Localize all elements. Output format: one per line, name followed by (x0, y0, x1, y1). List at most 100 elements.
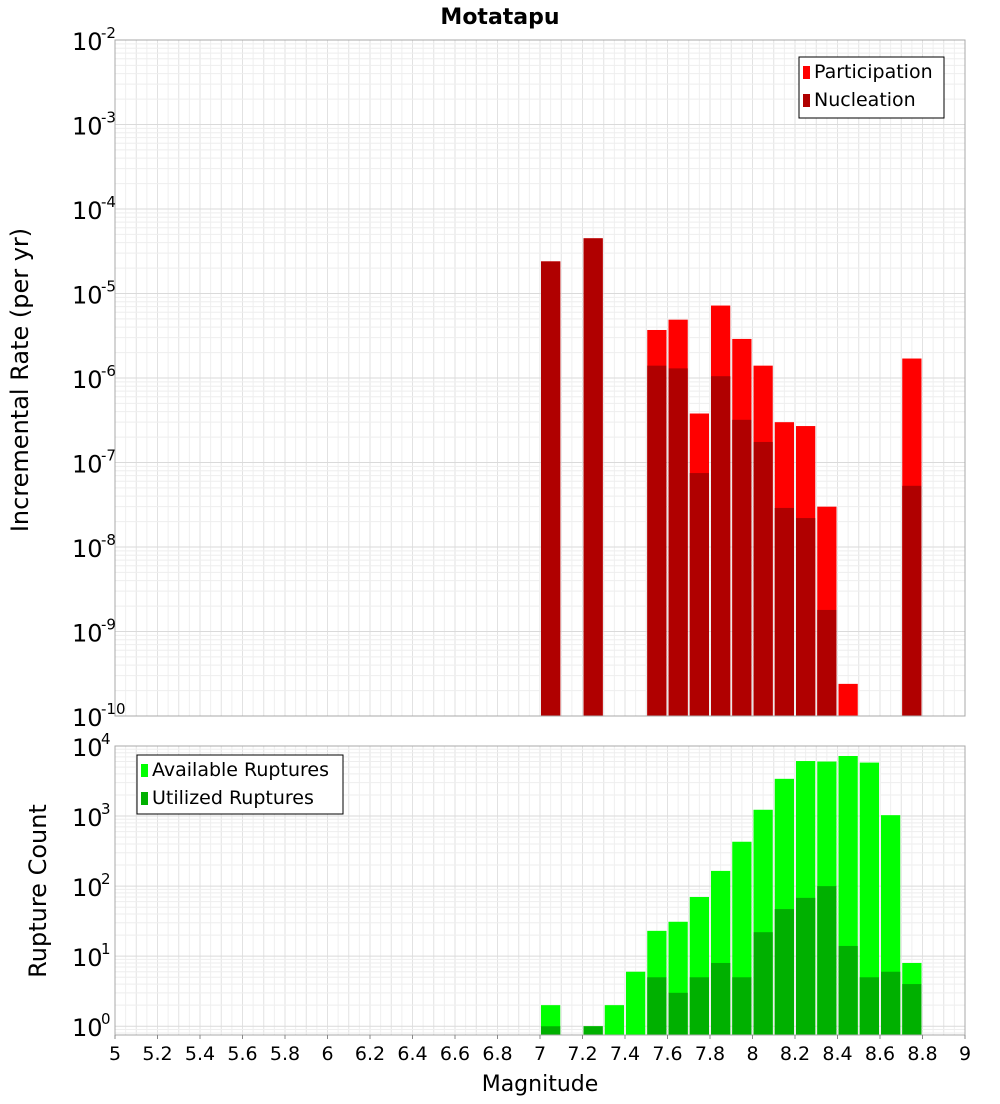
x-tick-label: 5.4 (185, 1043, 215, 1065)
top-bar-b (796, 518, 816, 716)
top-ytick-base: 10 (72, 451, 103, 479)
top-bars (541, 238, 922, 717)
top-legend-swatch (803, 94, 810, 107)
top-ytick-base: 10 (72, 620, 103, 648)
x-tick-label: 5 (109, 1043, 121, 1065)
x-tick-label: 7.2 (567, 1043, 597, 1065)
x-tick-label: 8 (746, 1043, 758, 1065)
top-ytick-exponent: -8 (101, 531, 116, 549)
x-tick-label: 6.6 (440, 1043, 470, 1065)
bottom-legend-label: Available Ruptures (152, 759, 329, 781)
bottom-legend-box (136, 754, 344, 815)
x-tick-label: 8.8 (907, 1043, 937, 1065)
top-ytick-base: 10 (72, 282, 103, 310)
top-bar-b (902, 485, 922, 716)
bottom-ytick-label: 103 (72, 800, 111, 832)
top-ytick-label: 10-9 (72, 616, 116, 648)
x-tick-label: 6.2 (355, 1043, 385, 1065)
top-gridlines (114, 39, 966, 717)
bottom-ytick-exponent: 4 (101, 730, 111, 748)
bottom-bar-a (859, 762, 879, 1035)
bottom-bar-b (732, 977, 752, 1035)
top-ytick-label: 10-4 (72, 193, 116, 225)
bottom-legend-label: Utilized Ruptures (152, 787, 314, 809)
bottom-bar-b (583, 1026, 603, 1035)
bottom-bar-b (668, 992, 688, 1035)
top-bar-b (817, 609, 837, 716)
bottom-ytick-exponent: 1 (101, 940, 111, 958)
top-legend-label: Participation (814, 61, 933, 83)
x-tick-label: 7.4 (610, 1043, 640, 1065)
top-bar-b (689, 473, 709, 716)
top-ytick-exponent: -9 (101, 616, 116, 634)
top-ytick-label: 10-5 (72, 278, 116, 310)
top-bar-b (753, 441, 773, 716)
x-tick-label: 8.4 (822, 1043, 852, 1065)
top-bar-b (647, 365, 667, 716)
bottom-ytick-exponent: 0 (101, 1010, 111, 1028)
x-axis-label: Magnitude (482, 1072, 599, 1097)
bottom-bar-b (859, 977, 879, 1035)
bottom-bar-b (711, 962, 731, 1035)
top-ytick-base: 10 (72, 113, 103, 141)
bottom-bar-b (541, 1026, 561, 1035)
x-tick-label: 9 (959, 1043, 971, 1065)
top-ytick-exponent: -4 (101, 193, 116, 211)
top-bar-a (838, 683, 858, 716)
bottom-ytick-label: 104 (72, 730, 111, 762)
top-ytick-label: 10-8 (72, 531, 116, 563)
bottom-bar-b (838, 945, 858, 1035)
x-tick-label: 6.8 (482, 1043, 512, 1065)
top-ytick-label: 10-2 (72, 24, 116, 56)
bottom-bar-b (796, 897, 816, 1035)
bottom-bar-b (753, 932, 773, 1035)
x-tick-label: 7.6 (652, 1043, 682, 1065)
x-tick-label: 8.2 (780, 1043, 810, 1065)
top-bar-b (711, 376, 731, 716)
bottom-ytick-label: 101 (72, 940, 111, 972)
bottom-bar-a (604, 1005, 624, 1035)
top-ytick-label: 10-10 (72, 700, 126, 732)
bottom-bar-b (647, 977, 667, 1035)
chart-title: Motatapu (440, 5, 559, 30)
top-ytick-base: 10 (72, 535, 103, 563)
bottom-ytick-base: 10 (72, 874, 103, 902)
top-bar-b (732, 419, 752, 716)
top-ytick-base: 10 (72, 704, 103, 732)
bottom-bar-b (817, 886, 837, 1035)
top-ytick-base: 10 (72, 366, 103, 394)
bottom-y-axis-label: Rupture Count (24, 804, 52, 978)
bottom-bar-b (902, 984, 922, 1035)
bottom-ytick-base: 10 (72, 1014, 103, 1042)
bottom-ytick-exponent: 2 (101, 870, 111, 888)
top-ytick-exponent: -10 (101, 700, 126, 718)
top-legend-swatch (803, 66, 810, 79)
top-plot-border (114, 39, 966, 717)
top-legend-label: Nucleation (814, 89, 916, 111)
x-tick-label: 5.6 (227, 1043, 257, 1065)
bottom-legend-swatch (141, 764, 148, 777)
bottom-ytick-base: 10 (72, 734, 103, 762)
bottom-bar-b (881, 971, 901, 1035)
top-ytick-exponent: -6 (101, 362, 116, 380)
x-tick-label: 7 (534, 1043, 546, 1065)
top-ytick-base: 10 (72, 197, 103, 225)
x-tick-label: 6.4 (397, 1043, 427, 1065)
bottom-ytick-label: 102 (72, 870, 111, 902)
top-ytick-exponent: -2 (101, 24, 116, 42)
bottom-ytick-base: 10 (72, 804, 103, 832)
bottom-bar-b (689, 977, 709, 1035)
top-bar-b (774, 507, 794, 716)
x-tick-label: 8.6 (865, 1043, 895, 1065)
top-bar-b (541, 261, 561, 716)
x-tick-label: 6 (321, 1043, 333, 1065)
top-ytick-exponent: -5 (101, 278, 116, 296)
top-ytick-base: 10 (72, 28, 103, 56)
bottom-ytick-exponent: 3 (101, 800, 111, 818)
top-ytick-label: 10-6 (72, 362, 116, 394)
top-ytick-exponent: -7 (101, 447, 116, 465)
bottom-legend: Available Ruptures Utilized Ruptures (136, 754, 344, 815)
top-ytick-label: 10-3 (72, 109, 116, 141)
